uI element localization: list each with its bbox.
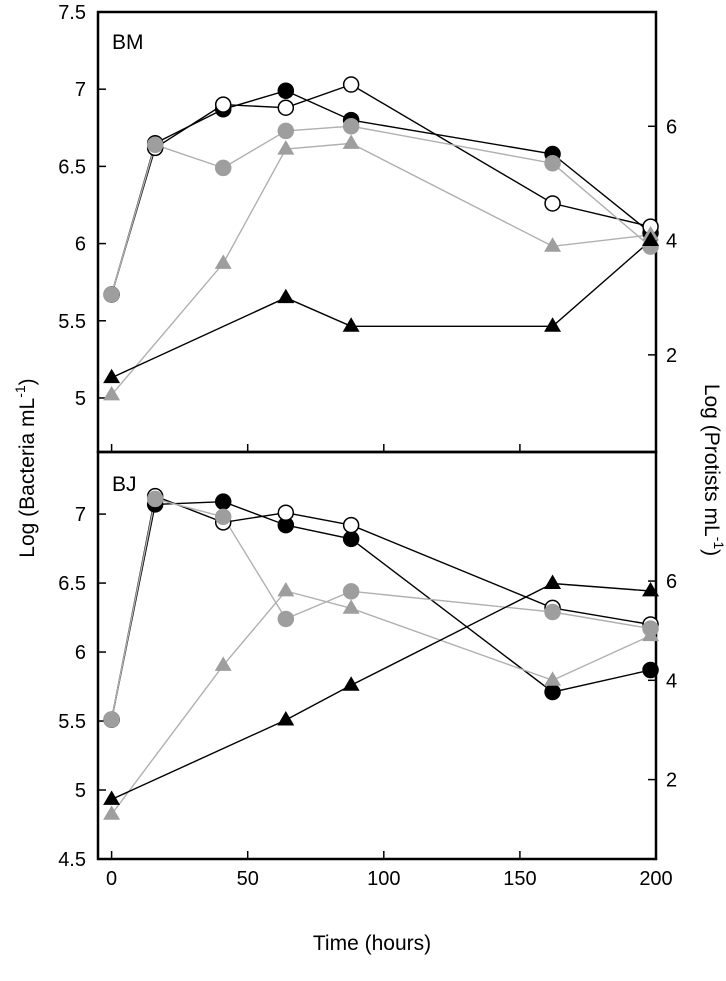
panel-bm-right-tick-label: 6 bbox=[666, 116, 677, 138]
panel-bj-x-tick-label: 50 bbox=[237, 868, 259, 890]
panel-bm-left-tick-label: 5 bbox=[75, 388, 86, 410]
panel-bm-grey-triangles-point bbox=[103, 385, 121, 401]
panel-bm-label: BM bbox=[112, 31, 144, 54]
panel-bm-markers bbox=[103, 76, 660, 401]
panel-bm-open-circles-point bbox=[214, 96, 232, 113]
panel-bj-left-tick-label: 6 bbox=[75, 642, 86, 664]
panel-bm-grey-circles-point bbox=[103, 286, 120, 303]
panel-bm-grey-circles-point bbox=[214, 159, 232, 177]
right-axis-title: Log (Protists mL-1) bbox=[700, 384, 726, 556]
panel-bm-grey-triangles-line bbox=[111, 142, 651, 396]
left-axis-title-text: Log (Bacteria mL bbox=[16, 398, 39, 558]
right-axis-title-close: ) bbox=[700, 549, 723, 556]
panel-bj-black-circles-point bbox=[544, 683, 561, 701]
panel-bj-open-circles-point bbox=[342, 516, 360, 534]
left-axis-title-exp: -1 bbox=[12, 385, 28, 398]
panel-bm-black-triangles-point bbox=[277, 288, 295, 304]
right-axis-title-text: Log (Protists mL bbox=[700, 384, 723, 537]
panel-bj-left-tick-label: 6.5 bbox=[58, 573, 86, 595]
panel-bm-grey-circles-point bbox=[277, 122, 295, 140]
panel-bm-grey-circles-point bbox=[544, 155, 561, 172]
panel-bj-grey-triangles-point bbox=[342, 599, 360, 614]
left-axis-title-close: ) bbox=[16, 378, 39, 385]
panel-bm-right-tick-label: 4 bbox=[666, 231, 677, 253]
panel-bj-open-circles-point bbox=[277, 504, 295, 521]
panel-bm-black-triangles-point bbox=[642, 231, 660, 247]
panel-bj-grey-circles-point bbox=[544, 603, 561, 621]
panel-bj-markers bbox=[103, 487, 660, 820]
panel-bm-grey-triangles-point bbox=[342, 134, 360, 149]
panel-bm-ticks: 7.5 7 6.5 6 5.5 5 6 4 2 bbox=[58, 2, 677, 452]
panel-bj-black-circles-point bbox=[342, 530, 360, 548]
panel-bj-x-tick-label: 0 bbox=[106, 868, 117, 890]
panel-bj-black-triangles-point bbox=[342, 676, 360, 691]
panel-bm-left-tick-label: 5.5 bbox=[58, 311, 86, 333]
panel-bm-open-circles-point bbox=[342, 76, 360, 93]
panel-bj-black-circles-point bbox=[642, 661, 659, 679]
left-axis-title: Log (Bacteria mL-1) bbox=[12, 378, 39, 557]
panel-bj-frame bbox=[96, 450, 658, 861]
panel-bm-black-triangles-point bbox=[103, 368, 121, 384]
panel-bm-grey-triangles-point bbox=[277, 140, 295, 155]
right-axis-title-exp: -1 bbox=[711, 537, 726, 550]
panel-bj-grey-triangles-point bbox=[544, 671, 562, 686]
panel-bj-grey-triangles-point bbox=[103, 805, 121, 820]
panel-bm-grey-triangles-point bbox=[544, 237, 562, 252]
panel-bj-left-tick-label: 5.5 bbox=[58, 711, 86, 733]
panel-bj-right-tick-label: 6 bbox=[666, 571, 677, 593]
panel-bm-left-tick-label: 7 bbox=[75, 79, 86, 101]
panel-bm-open-circles-point bbox=[277, 99, 295, 116]
panel-bj-black-triangles-point bbox=[103, 790, 121, 805]
panel-bj-left-tick-label: 4.5 bbox=[58, 849, 86, 871]
panel-bm-left-tick-label: 6 bbox=[75, 234, 86, 256]
panel-bm-grey-circles-point bbox=[146, 136, 164, 154]
panel-bj-left-tick-label: 5 bbox=[75, 780, 86, 802]
panel-bm-grey-triangles-point bbox=[214, 254, 232, 269]
panel-bj-left-tick-label: 7 bbox=[75, 504, 86, 526]
panel-bj-black-triangles-point bbox=[544, 574, 562, 589]
panel-bm-black-circles-point bbox=[277, 82, 295, 99]
panel-bm-black-triangles-point bbox=[342, 317, 360, 332]
panel-bj-grey-circles-point bbox=[146, 490, 164, 508]
panel-bm-open-circles-point bbox=[544, 195, 561, 212]
panel-bj-grey-circles-point bbox=[342, 583, 360, 600]
panel-bm-left-tick-label: 6.5 bbox=[58, 156, 86, 178]
panel-bj-grey-triangles-point bbox=[277, 581, 295, 597]
panel-bm-left-tick-label: 7.5 bbox=[58, 2, 86, 24]
panel-bm-grey-circles-point bbox=[342, 117, 360, 135]
panel-bj-grey-triangles-point bbox=[214, 656, 232, 671]
panel-bj-grey-circles-point bbox=[214, 508, 232, 526]
panel-bj: BJ 7 6.5 6 5.5 5 4.5 6 4 2 0 50 100 150 200 bbox=[58, 450, 677, 890]
panel-bj-black-circles-point bbox=[214, 493, 232, 510]
panel-bj-x-tick-label: 150 bbox=[503, 868, 536, 890]
panel-bj-grey-circles-point bbox=[103, 711, 120, 728]
panel-bj-grey-triangles-line bbox=[111, 590, 651, 815]
panel-bj-black-triangles-point bbox=[277, 711, 295, 726]
panel-bj-x-tick-label: 200 bbox=[639, 868, 672, 890]
panel-bj-x-tick-label: 100 bbox=[367, 868, 400, 890]
panel-bj-grey-triangles-point bbox=[642, 626, 660, 642]
x-axis-title: Time (hours) bbox=[313, 932, 431, 955]
panel-bj-label: BJ bbox=[112, 473, 137, 496]
panel-bj-black-triangles-point bbox=[642, 581, 660, 597]
panel-bm: BM 7.5 7 6.5 6 5.5 5 6 4 2 bbox=[58, 2, 677, 454]
panel-bj-right-tick-label: 2 bbox=[666, 770, 677, 792]
panel-bm-right-tick-label: 2 bbox=[666, 345, 677, 367]
panel-bj-grey-circles-point bbox=[277, 610, 295, 628]
panel-bj-right-tick-label: 4 bbox=[666, 670, 677, 692]
panel-bm-black-triangles-point bbox=[544, 317, 562, 332]
